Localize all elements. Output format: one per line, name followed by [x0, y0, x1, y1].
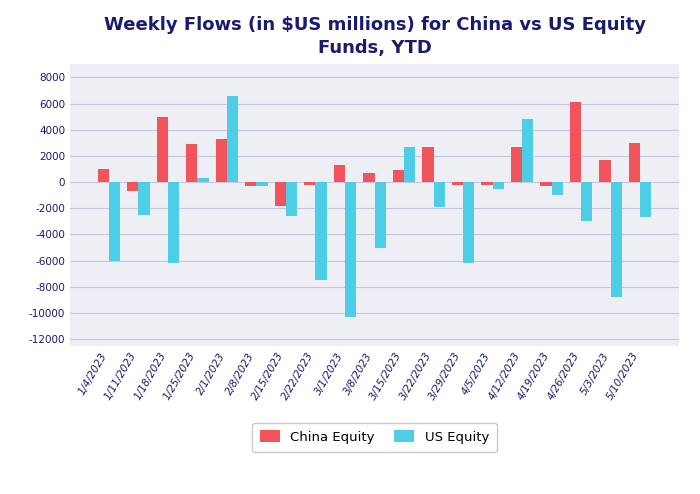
Bar — [98, 169, 109, 182]
Bar — [334, 165, 345, 182]
Bar — [404, 147, 415, 182]
Bar — [216, 139, 227, 182]
Legend: China Equity, US Equity: China Equity, US Equity — [252, 422, 497, 452]
Bar — [286, 182, 297, 216]
Bar — [599, 160, 610, 182]
Bar — [393, 170, 404, 182]
Bar — [304, 182, 316, 185]
Bar — [640, 182, 651, 217]
Bar — [316, 182, 327, 280]
Bar — [186, 144, 197, 182]
Bar — [552, 182, 563, 195]
Bar — [374, 182, 386, 247]
Bar — [570, 102, 581, 182]
Bar — [127, 182, 139, 191]
Bar — [463, 182, 474, 263]
Bar — [610, 182, 622, 297]
Bar — [245, 182, 256, 186]
Bar — [629, 143, 640, 182]
Bar — [345, 182, 356, 317]
Bar — [109, 182, 120, 261]
Title: Weekly Flows (in $US millions) for China vs US Equity
Funds, YTD: Weekly Flows (in $US millions) for China… — [104, 15, 645, 57]
Bar — [157, 117, 168, 182]
Bar — [227, 96, 238, 182]
Bar — [197, 178, 209, 182]
Bar — [493, 182, 504, 189]
Bar — [452, 182, 463, 185]
Bar — [511, 147, 522, 182]
Bar — [482, 182, 493, 185]
Bar — [522, 119, 533, 182]
Bar — [540, 182, 552, 186]
Bar — [422, 147, 433, 182]
Bar — [363, 173, 374, 182]
Bar — [139, 182, 150, 215]
Bar — [581, 182, 592, 221]
Bar — [256, 182, 267, 186]
Bar — [168, 182, 179, 263]
Bar — [275, 182, 286, 206]
Bar — [433, 182, 444, 207]
